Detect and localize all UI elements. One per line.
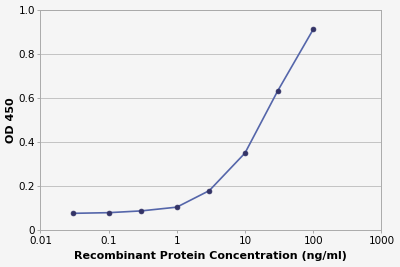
X-axis label: Recombinant Protein Concentration (ng/ml): Recombinant Protein Concentration (ng/ml…: [74, 252, 347, 261]
Y-axis label: OD 450: OD 450: [6, 97, 16, 143]
